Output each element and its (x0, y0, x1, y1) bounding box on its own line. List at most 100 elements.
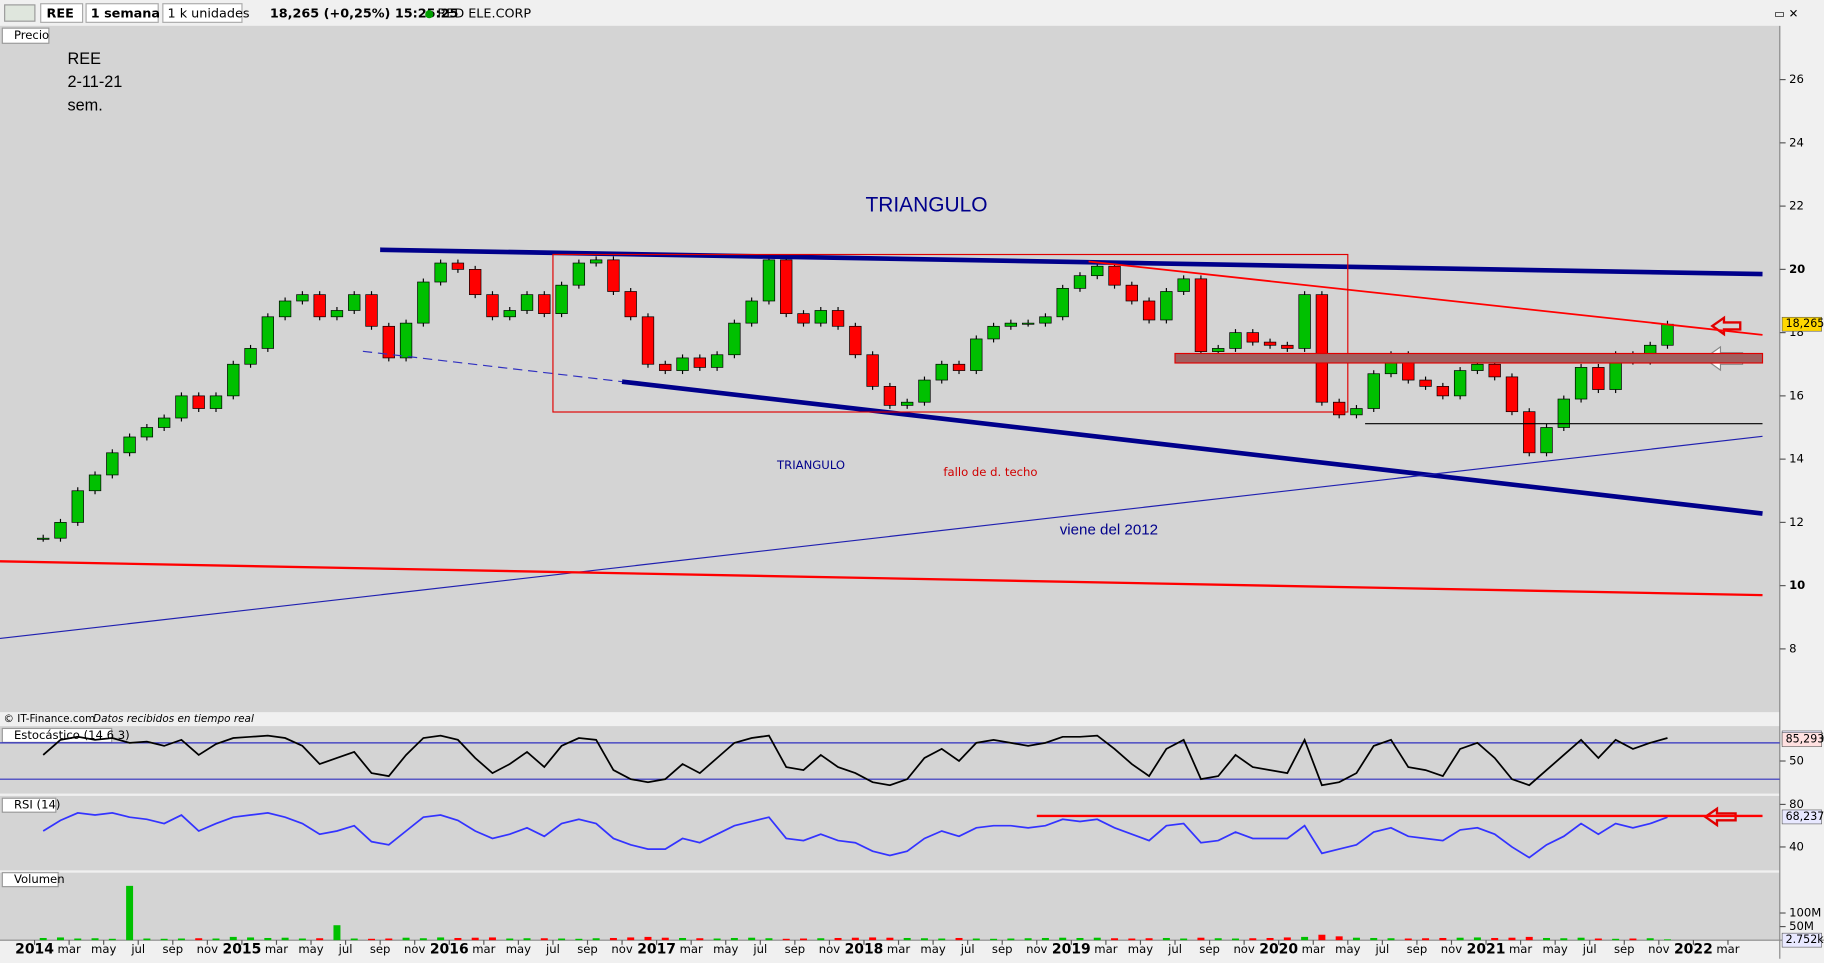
y-tick-label: 24 (1789, 135, 1804, 149)
x-tick-label: may (920, 942, 945, 956)
value-box (1781, 316, 1822, 332)
pane-label: Volumen (14, 872, 65, 886)
candle (970, 338, 983, 371)
chart-icon[interactable] (4, 4, 36, 22)
volume-bar (1059, 937, 1067, 941)
trend-line (0, 435, 1763, 640)
symbol[interactable]: REE (47, 7, 74, 22)
volume-bar (1491, 937, 1499, 941)
volume-bar (1231, 938, 1239, 941)
candle (1160, 291, 1173, 321)
x-tick-label: jul (1374, 942, 1389, 956)
volume-bar (1076, 937, 1084, 941)
candle (1229, 332, 1242, 349)
volume-bar (1456, 937, 1464, 941)
candle (1263, 341, 1277, 346)
candle (589, 259, 603, 264)
volume-bar (903, 937, 911, 941)
y-tick-label: 100M (1789, 906, 1821, 920)
annotation: TRIANGULO (865, 194, 987, 217)
volume-bar (1560, 938, 1568, 941)
symbol-box[interactable] (40, 3, 84, 23)
candle (296, 294, 309, 302)
x-tick-label: sep (992, 942, 1013, 956)
y-tick-label: 10 (1789, 578, 1805, 592)
volume-bar (488, 937, 496, 941)
window-buttons[interactable]: ▭ ✕ (1774, 7, 1798, 21)
volume-bar (748, 937, 756, 941)
x-tick-label: jul (545, 942, 560, 956)
x-tick-label: sep (1614, 942, 1635, 956)
note: sem. (67, 96, 102, 114)
candle (192, 395, 205, 409)
candle (797, 313, 810, 324)
y-tick-label: 40 (1789, 839, 1804, 853)
volume-bar (1007, 938, 1015, 941)
pane-label: Precio (14, 28, 49, 42)
volume-bar (1473, 937, 1481, 941)
volume-bar (316, 938, 324, 941)
volume-bar (679, 937, 687, 941)
volume-bar (333, 925, 341, 941)
volume-bar (1249, 938, 1257, 941)
x-tick-label: mar (1094, 942, 1117, 956)
y-tick-label: 16 (1789, 388, 1804, 402)
x-tick-label: may (1128, 942, 1153, 956)
candle (1298, 294, 1311, 349)
volume-bar (402, 937, 410, 941)
candle (1557, 398, 1570, 428)
volume-bar (471, 937, 479, 941)
candle (641, 316, 655, 365)
units[interactable]: 1 k unidades (168, 7, 250, 22)
volume-bar (298, 938, 306, 941)
candle (37, 537, 50, 540)
candle (1073, 275, 1087, 289)
volume-bar (419, 938, 427, 941)
volume-bar (540, 938, 548, 941)
volume-bar (177, 938, 185, 941)
pane-label: Estocástico (14 6 3) (14, 728, 130, 742)
candle (1212, 348, 1225, 352)
x-tick-label: may (1335, 942, 1360, 956)
value-label: 85,293 (1786, 733, 1824, 746)
candle (814, 310, 827, 324)
volume-bar (1145, 938, 1153, 941)
period-box[interactable] (85, 3, 159, 23)
volume-bar (368, 938, 376, 941)
candle (1125, 284, 1138, 302)
candle (935, 363, 948, 381)
volume-bar (91, 938, 99, 941)
x-tick-label: sep (370, 942, 391, 956)
trend-line (362, 350, 623, 383)
volume-bar (108, 938, 116, 941)
candle (901, 401, 914, 406)
y-tick-label: 22 (1789, 199, 1804, 213)
x-tick-label: 2022 (1674, 941, 1713, 957)
x-tick-label: sep (1199, 942, 1220, 956)
volume-bar (782, 938, 790, 941)
volume-bar (1041, 937, 1049, 941)
volume-bar (1301, 936, 1309, 941)
candle (106, 452, 119, 476)
candle (451, 262, 465, 270)
candle (1367, 373, 1380, 409)
candle (1315, 294, 1329, 403)
status-dot (425, 10, 434, 19)
volume-bar (1387, 938, 1395, 941)
x-tick-label: nov (1026, 942, 1047, 956)
candle (1194, 278, 1208, 352)
candle (849, 325, 862, 356)
x-tick-label: jul (960, 942, 975, 956)
volume-bar (56, 937, 64, 941)
candle (520, 294, 534, 311)
footer: © IT-Finance.com (3, 713, 95, 725)
arrow (1710, 315, 1742, 337)
volume-bar (1335, 936, 1343, 941)
volume-bar (1180, 938, 1188, 941)
volume-bar (938, 938, 946, 941)
units-box[interactable] (162, 3, 243, 23)
volume-bar (1525, 936, 1533, 941)
note: REE (67, 50, 101, 68)
candle (676, 357, 689, 371)
period[interactable]: 1 semana (91, 7, 160, 22)
